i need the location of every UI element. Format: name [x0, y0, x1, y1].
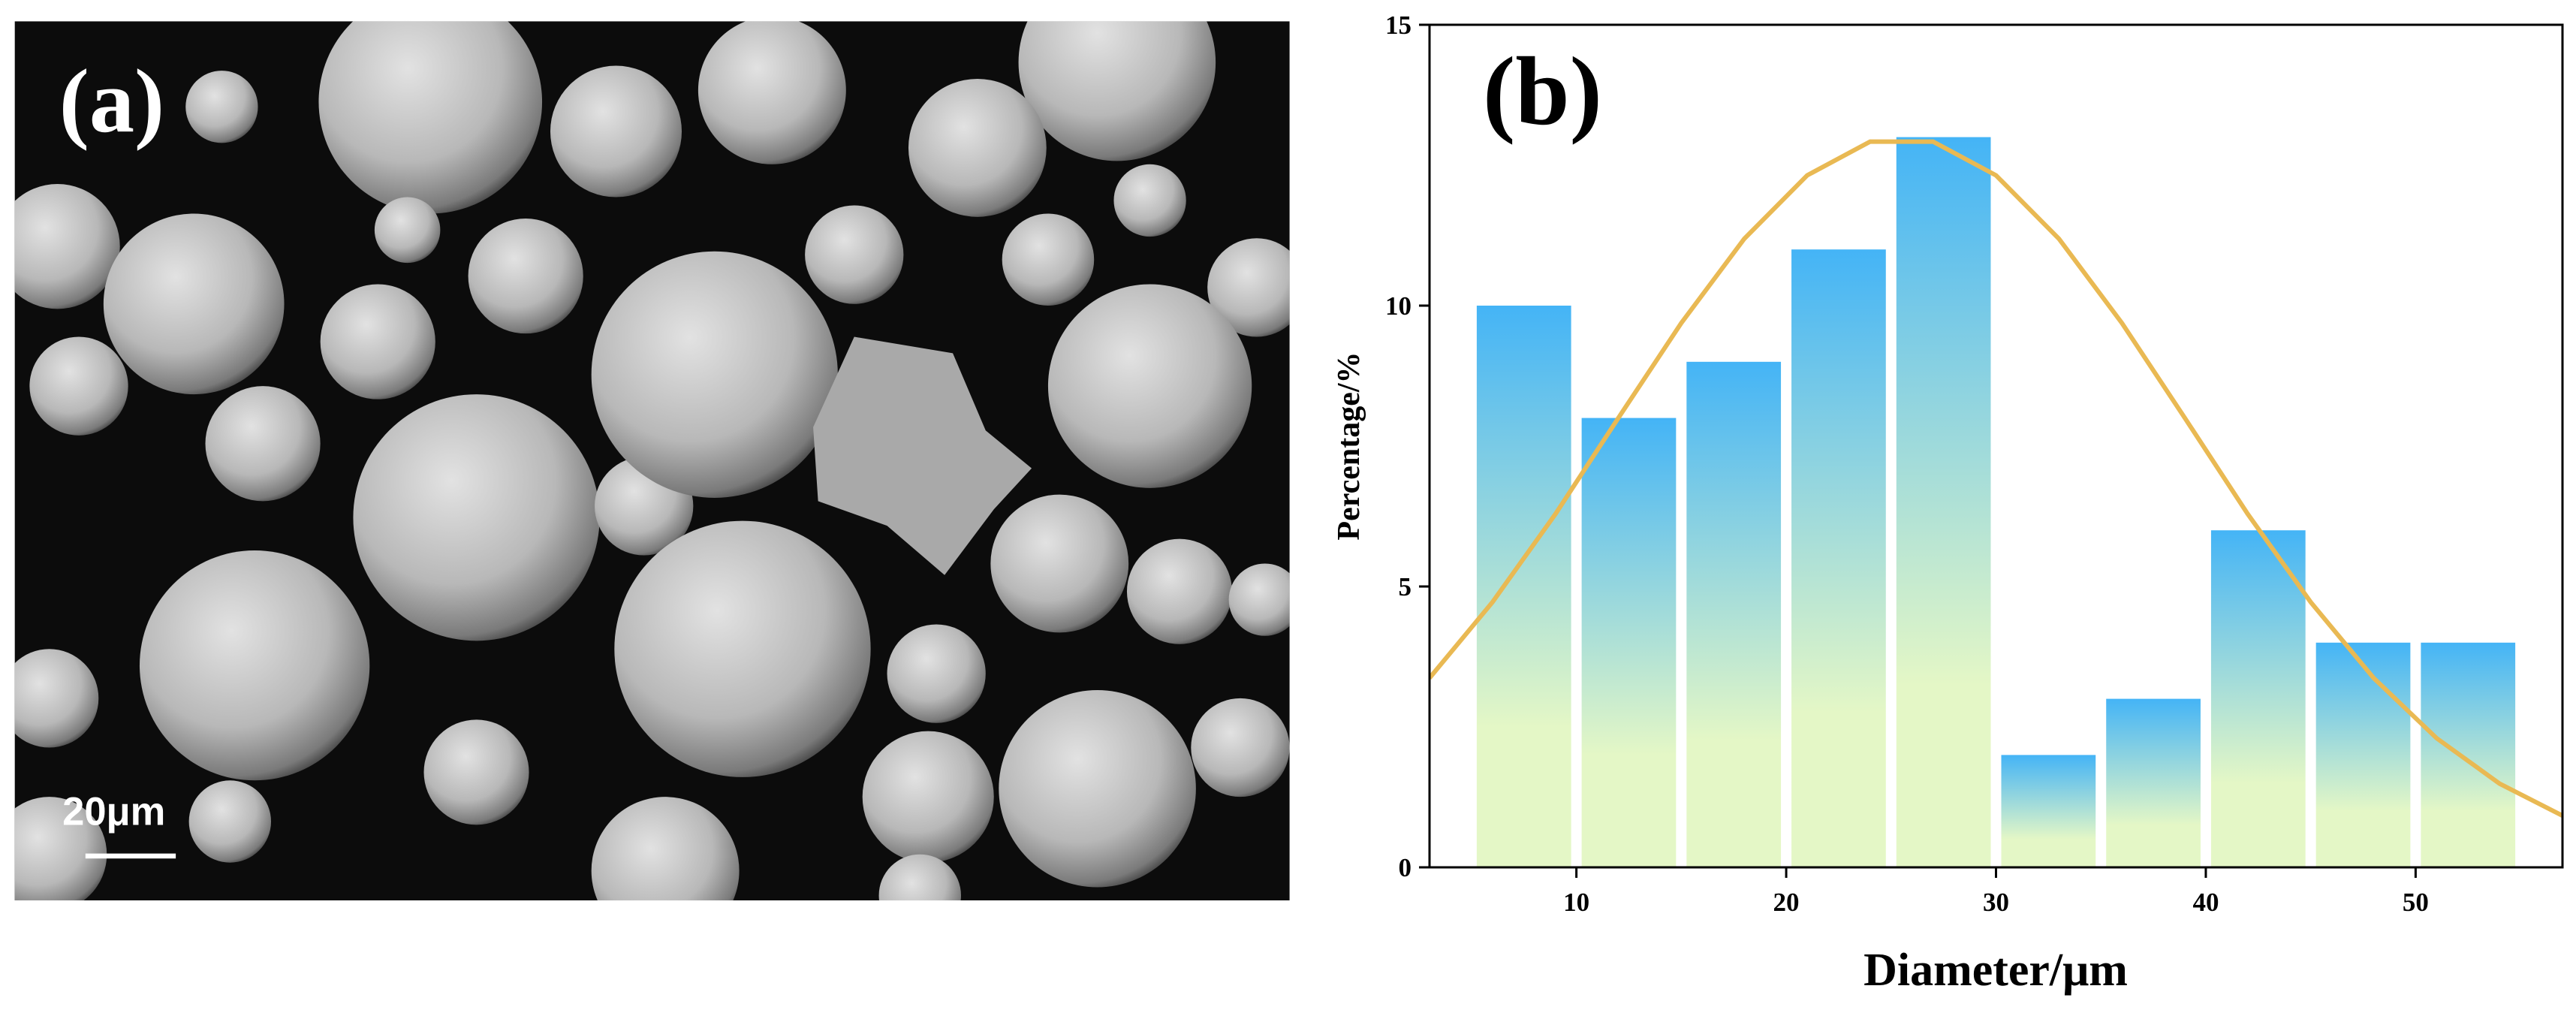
y-tick-label: 5 [1399, 572, 1412, 601]
bar [1581, 418, 1677, 867]
x-tick-label: 50 [2403, 888, 2429, 917]
bar [2421, 642, 2516, 867]
scale-bar-label: 20μm [62, 789, 165, 834]
x-tick-label: 20 [1773, 888, 1800, 917]
y-tick-label: 10 [1385, 291, 1412, 321]
fit-curve [1430, 139, 2562, 818]
bar [2210, 530, 2306, 867]
particles [14, 21, 1290, 901]
panel-label: (a) [59, 52, 164, 152]
sem-image: (a) 20μm [14, 21, 1290, 901]
bar [1791, 249, 1886, 867]
bar [2106, 698, 2201, 867]
x-tick-label: 40 [2192, 888, 2219, 917]
y-tick-label: 15 [1385, 11, 1412, 40]
bar [1686, 361, 1782, 867]
panel-label: (b) [1483, 38, 1602, 146]
bar [1476, 306, 1571, 867]
bar [1896, 137, 1991, 868]
x-tick-label: 10 [1563, 888, 1589, 917]
y-tick-label: 0 [1399, 853, 1412, 882]
bar [2315, 642, 2411, 867]
bar [2001, 755, 2096, 867]
x-tick-label: 30 [1983, 888, 2009, 917]
x-axis-label: Diameter/μm [1863, 945, 2128, 996]
y-axis-label: Percentage/% [1332, 351, 1366, 540]
